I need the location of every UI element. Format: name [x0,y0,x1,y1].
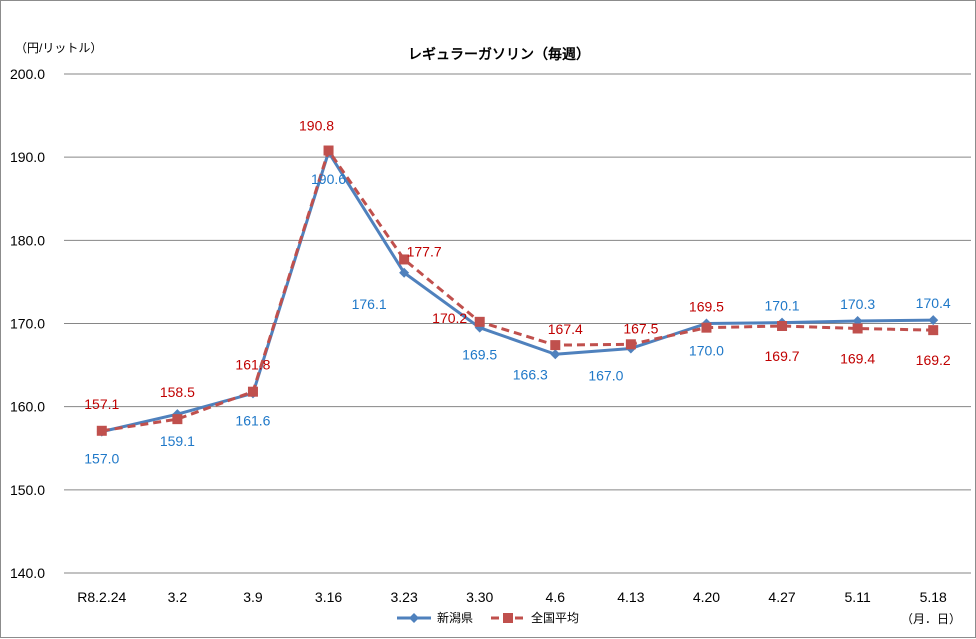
y-tick-label: 160.0 [10,399,45,415]
y-tick-label: 180.0 [10,232,45,248]
data-point-diamond [399,267,410,278]
x-tick-label: 5.11 [845,589,871,605]
data-point-square [701,322,712,333]
data-label: 169.2 [916,352,951,368]
data-point-square [399,254,410,265]
data-label: 170.2 [432,310,467,326]
x-tick-label: 4.13 [617,589,644,605]
legend-label: 新潟県 [437,610,473,625]
data-label: 169.5 [462,347,497,363]
data-label: 170.1 [765,298,800,314]
series-group [96,145,939,437]
legend: 新潟県 全国平均 [397,610,579,625]
legend-marker-square [503,613,513,623]
data-point-square [928,325,939,336]
y-tick-label: 200.0 [10,66,45,82]
y-tick-label: 150.0 [10,482,45,498]
data-point-square [96,425,107,436]
data-point-square [852,323,863,334]
data-label: 170.3 [840,296,875,312]
data-label: 161.8 [235,357,270,373]
data-label: 177.7 [407,243,442,259]
data-label: 169.5 [689,299,724,315]
y-axis-ticks: 140.0 150.0 160.0 170.0 180.0 190.0 200.0 [10,66,45,581]
data-label: 170.4 [916,295,951,311]
data-label: 167.4 [548,321,583,337]
x-tick-label: 3.23 [391,589,418,605]
y-tick-label: 170.0 [10,316,45,332]
data-point-diamond [928,315,939,326]
data-label: 167.0 [588,367,623,383]
x-axis-ticks: R8.2.24 3.2 3.9 3.16 3.23 3.30 4.6 4.13 4.20 4.27… [77,589,947,605]
data-point-square [777,320,788,331]
gridlines [64,73,971,574]
data-labels: 157.0 159.1 161.6 190.6 176.1 169.5 166.3 167.0… [84,118,951,467]
chart-title: レギュラーガソリン（毎週） [408,46,590,62]
data-label: 170.0 [689,343,724,359]
data-label: 190.6 [311,171,346,187]
x-tick-label: 4.6 [546,589,566,605]
series-line-niigata [101,150,934,434]
data-label: 176.1 [352,296,387,312]
legend-marker-diamond [409,613,419,623]
x-tick-label: 5.18 [920,589,947,605]
x-tick-label: R8.2.24 [77,589,126,605]
data-label: 157.1 [84,396,119,412]
y-tick-label: 190.0 [10,149,45,165]
data-point-diamond [550,349,561,360]
data-label: 158.5 [160,384,195,400]
series-line-national [101,149,934,433]
data-label: 166.3 [513,366,548,382]
x-axis-unit-label: （月．日） [901,612,961,626]
y-tick-label: 140.0 [10,565,45,581]
data-label: 157.0 [84,451,119,467]
data-point-square [172,414,183,425]
data-label: 167.5 [623,320,658,336]
data-point-square [323,145,334,156]
data-point-square [625,339,636,350]
data-point-square [247,386,258,397]
x-tick-label: 3.30 [466,589,493,605]
data-label: 190.8 [299,118,334,134]
data-label: 161.6 [235,412,270,428]
x-tick-label: 3.2 [168,589,188,605]
y-axis-unit-label: （円/リットル） [15,41,102,55]
data-point-square [474,316,485,327]
x-tick-label: 4.20 [693,589,720,605]
x-tick-label: 3.9 [243,589,263,605]
data-label: 169.7 [765,348,800,364]
data-label: 169.4 [840,350,875,366]
x-tick-label: 3.16 [315,589,342,605]
x-tick-label: 4.27 [768,589,795,605]
data-point-square [550,340,561,351]
data-label: 159.1 [160,433,195,449]
legend-label: 全国平均 [531,610,579,625]
